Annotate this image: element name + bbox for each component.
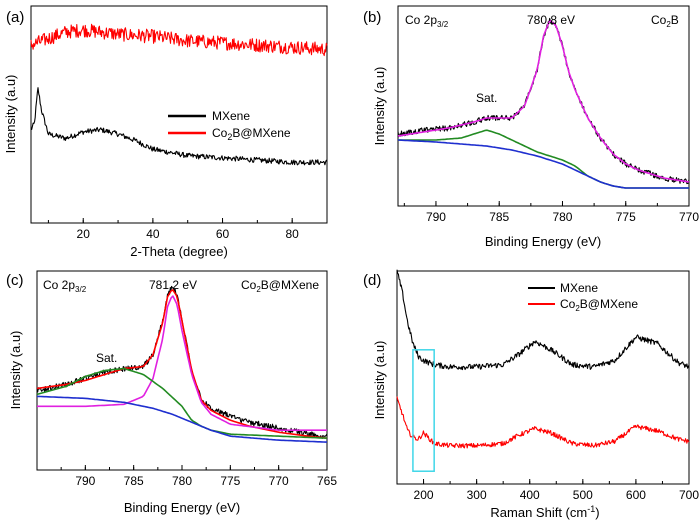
panel-c-series bbox=[36, 285, 328, 443]
panel-b-x-tick-label: 790 bbox=[426, 210, 446, 224]
panel-b-y-axis-title: Intensity (a.u) bbox=[372, 67, 387, 146]
panel-b-series bbox=[397, 17, 690, 189]
panel-d-legend: MXene Co2B@MXene bbox=[528, 281, 638, 313]
panel-b-annotation-sat: Sat. bbox=[476, 91, 497, 105]
panel-c-series-main-peak bbox=[37, 295, 327, 432]
panel-d-plot-frame bbox=[396, 270, 690, 485]
panel-c: 790 785 780 775 770 765 (c) Co 2p3/2 781.2 eV… bbox=[6, 270, 337, 515]
panel-b-x-tick-label: 785 bbox=[489, 210, 509, 224]
panel-a-series-mxene bbox=[30, 87, 328, 166]
panel-a-series-co2b-mxene bbox=[30, 23, 328, 57]
panel-b-annotation-peak: 780.8 eV bbox=[527, 13, 575, 27]
panel-c-x-tick-label: 765 bbox=[317, 474, 337, 488]
panel-d-x-tick-label: 300 bbox=[467, 488, 487, 502]
panel-d-x-tick-label: 500 bbox=[573, 488, 593, 502]
panel-c-x-tick-label: 775 bbox=[220, 474, 240, 488]
panel-a-legend: MXene Co2B@MXene bbox=[168, 109, 291, 142]
panel-b: 790 785 780 775 770 (b) Co 2p3/2 780.8 eV Sa… bbox=[363, 5, 699, 249]
panel-c-annotation-co2p: Co 2p3/2 bbox=[43, 278, 87, 294]
panel-c-x-tick-label: 785 bbox=[124, 474, 144, 488]
panel-b-annotation-co2p: Co 2p3/2 bbox=[405, 13, 449, 29]
panel-a-x-tick-label: 20 bbox=[77, 227, 91, 241]
panel-c-series-satellite bbox=[36, 367, 328, 439]
panel-d-x-tick-label: 200 bbox=[414, 488, 434, 502]
panel-b-series-background bbox=[397, 139, 689, 189]
panel-b-series-satellite bbox=[398, 129, 689, 189]
panel-c-x-tick-label: 790 bbox=[75, 474, 95, 488]
panel-d-legend-label-co2b: Co2B@MXene bbox=[560, 297, 638, 313]
panel-c-y-axis-title: Intensity (a.u) bbox=[8, 331, 23, 410]
panel-d: 200 300 400 500 600 700 (d) Raman Shift (cm-1… bbox=[363, 269, 699, 520]
panel-a-x-tick-label: 40 bbox=[146, 227, 160, 241]
panel-d-legend-label-mxene: MXene bbox=[560, 281, 598, 295]
panel-d-label: (d) bbox=[363, 272, 381, 289]
panel-a-x-axis-title: 2-Theta (degree) bbox=[130, 244, 228, 259]
panel-c-x-tick-label: 770 bbox=[269, 474, 289, 488]
panel-d-series-co2b-mxene bbox=[396, 396, 690, 449]
panel-a-x-ticks: 20 40 60 80 bbox=[47, 218, 328, 241]
panel-d-x-tick-label: 600 bbox=[626, 488, 646, 502]
panel-c-x-ticks: 790 785 780 775 770 765 bbox=[36, 465, 337, 488]
panel-c-x-axis-title: Binding Energy (eV) bbox=[124, 500, 240, 515]
panel-a-label: (a) bbox=[6, 9, 24, 26]
panel-d-series bbox=[396, 269, 690, 449]
panel-c-series-envelope bbox=[36, 289, 328, 439]
panel-b-x-axis-title: Binding Energy (eV) bbox=[485, 234, 601, 249]
panel-a-legend-label-co2b: Co2B@MXene bbox=[212, 126, 291, 142]
panel-c-label: (c) bbox=[6, 272, 24, 289]
panel-a-x-tick-label: 60 bbox=[216, 227, 230, 241]
panel-c-annotation-sample: Co2B@MXene bbox=[241, 278, 319, 294]
panel-c-x-tick-label: 780 bbox=[172, 474, 192, 488]
panel-d-x-tick-label: 700 bbox=[679, 488, 699, 502]
panel-b-series-envelope bbox=[397, 20, 690, 183]
panel-d-x-ticks: 200 300 400 500 600 700 bbox=[396, 479, 699, 502]
panel-c-series-background bbox=[37, 395, 327, 443]
panel-b-x-tick-label: 770 bbox=[679, 210, 699, 224]
panel-d-x-tick-label: 400 bbox=[520, 488, 540, 502]
panel-d-x-axis-title: Raman Shift (cm-1) bbox=[490, 504, 599, 520]
panel-a-y-axis-title: Intensity (a.u) bbox=[3, 75, 18, 154]
panel-b-x-tick-label: 780 bbox=[552, 210, 572, 224]
panel-d-series-mxene bbox=[396, 269, 690, 371]
panel-c-annotation-peak: 781.2 eV bbox=[149, 278, 197, 292]
panel-b-x-tick-label: 775 bbox=[616, 210, 636, 224]
panel-b-label: (b) bbox=[363, 9, 381, 26]
panel-c-annotation-sat: Sat. bbox=[96, 351, 117, 365]
panel-a-legend-label-mxene: MXene bbox=[212, 109, 250, 123]
panel-a-series bbox=[30, 23, 328, 166]
panel-d-highlight-box bbox=[412, 349, 435, 472]
panel-b-x-ticks: 790 785 780 775 770 bbox=[403, 201, 699, 224]
panel-d-y-axis-title: Intensity (a.u) bbox=[372, 341, 387, 420]
panel-a: 20 40 60 80 (a) 2-Theta (degree) Intensity … bbox=[3, 5, 328, 259]
panel-b-plot-frame bbox=[397, 5, 690, 207]
panel-a-x-tick-label: 80 bbox=[285, 227, 299, 241]
panel-a-plot-frame bbox=[30, 5, 328, 224]
panel-c-series-raw bbox=[36, 285, 328, 439]
panel-b-annotation-sample: Co2B bbox=[651, 13, 679, 29]
